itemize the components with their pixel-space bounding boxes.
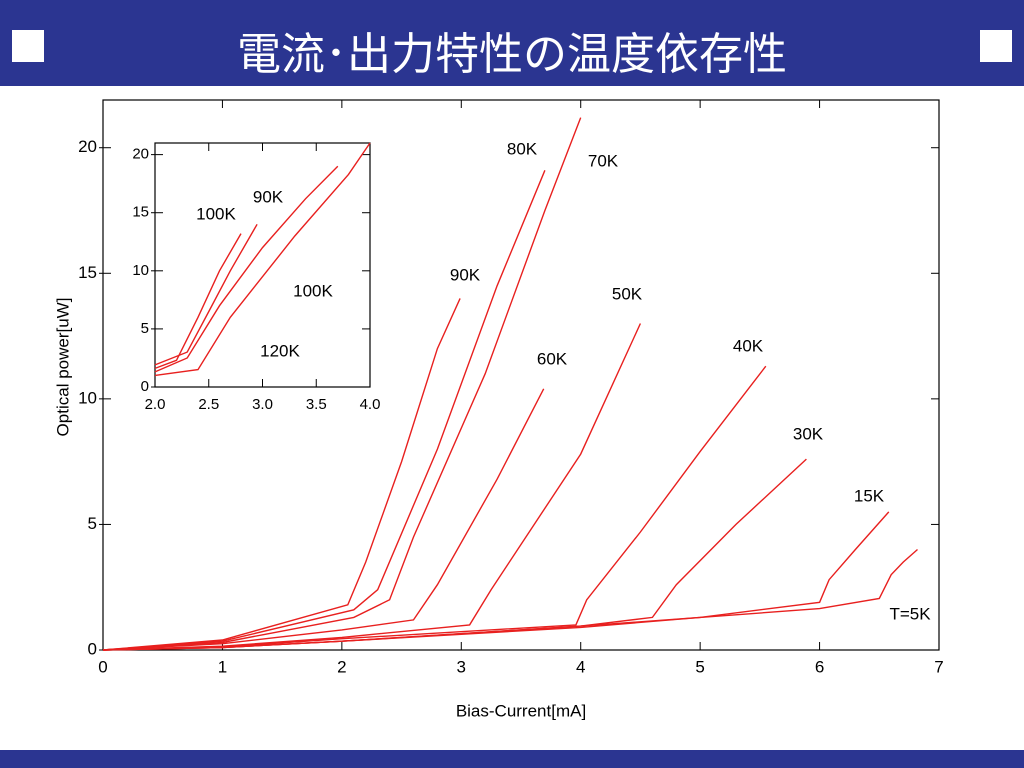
header-square [980,30,1012,62]
series-label: 70K [588,151,619,170]
y-tick-label: 0 [88,639,97,658]
series-line [154,165,339,373]
y-tick-label: 5 [141,320,149,337]
x-tick-label: 3.0 [252,396,273,413]
x-tick-label: 3 [457,657,466,676]
series-line [102,388,545,651]
series-label: 90K [450,265,481,284]
series-label: 100K [196,204,236,223]
series-line [154,142,371,377]
series-line [102,117,582,651]
y-tick-label: 0 [141,378,149,395]
x-axis-label: Bias-Current[mA] [456,701,586,720]
x-tick-label: 1 [218,657,227,676]
x-tick-label: 3.5 [306,396,327,413]
y-tick-label: 15 [78,263,97,282]
series-label: 60K [537,349,568,368]
x-tick-label: 7 [934,657,943,676]
header-square [12,30,44,62]
y-tick-label: 5 [88,514,97,533]
slide-title: 電流･出力特性の温度依存性 [237,29,787,80]
series-line [102,323,642,651]
series-label: 90K [253,187,284,206]
x-tick-label: 4 [576,657,585,676]
chart: 0 1 2 3 4 5 6 7 0 5 10 15 20 Bias-Current[mA] Optical … [53,99,944,720]
series-line [154,233,242,370]
series-line [102,170,546,651]
y-tick-label: 15 [132,204,149,221]
x-tick-label: 2.0 [145,396,166,413]
x-tick-label: 6 [815,657,824,676]
series-label: 15K [854,486,885,505]
slide-header: 電流･出力特性の温度依存性 [0,0,1024,86]
series-line [154,223,258,366]
series-label: 50K [612,284,643,303]
series-label: 30K [793,424,824,443]
series-label: 120K [260,341,300,360]
series-label: 40K [733,336,764,355]
y-tick-label: 10 [78,388,97,407]
series-label: 100K [293,281,333,300]
y-axis-label: Optical power[uW] [53,298,72,437]
x-tick-label: 0 [98,657,107,676]
x-tick-label: 2.5 [198,396,219,413]
y-tick-label: 20 [132,146,149,163]
y-tick-label: 10 [132,262,149,279]
x-tick-label: 5 [695,657,704,676]
series-line [102,298,461,651]
slide-footer [0,750,1024,768]
y-tick-label: 20 [78,137,97,156]
series-label: 80K [507,139,538,158]
x-tick-label: 2 [337,657,346,676]
series-line [102,365,767,651]
series-line [102,548,918,651]
x-tick-label: 4.0 [360,396,381,413]
series-label: T=5K [889,604,931,623]
